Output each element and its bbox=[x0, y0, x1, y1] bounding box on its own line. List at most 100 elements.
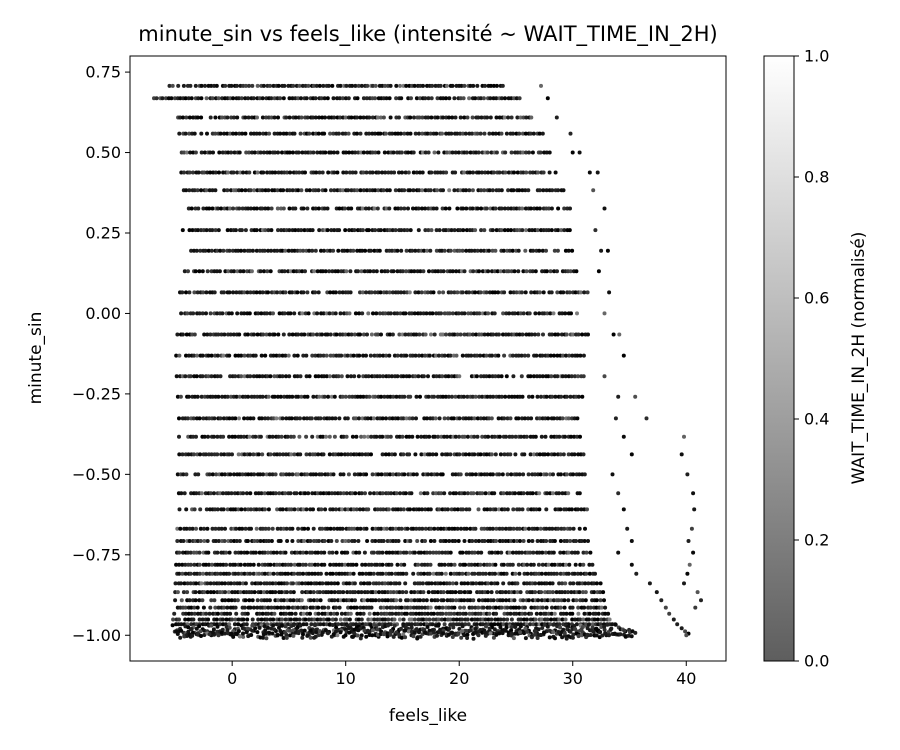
scatter-point bbox=[682, 581, 686, 586]
scatter-point bbox=[570, 353, 575, 358]
scatter-point bbox=[602, 374, 607, 379]
scatter-point bbox=[428, 507, 433, 512]
scatter-point bbox=[218, 571, 223, 576]
scatter-point bbox=[266, 605, 271, 610]
scatter-point bbox=[409, 617, 414, 622]
scatter-point bbox=[458, 131, 463, 136]
scatter-point bbox=[391, 269, 396, 274]
scatter-point bbox=[502, 611, 507, 616]
scatter-point bbox=[381, 353, 386, 358]
scatter-point bbox=[422, 491, 427, 496]
y-tick-label: 0.50 bbox=[85, 143, 121, 162]
scatter-point bbox=[246, 96, 251, 101]
scatter-point bbox=[517, 605, 521, 610]
scatter-point bbox=[353, 170, 358, 175]
scatter-point bbox=[427, 353, 432, 358]
scatter-point bbox=[422, 562, 427, 567]
scatter-point bbox=[367, 188, 372, 193]
scatter-point bbox=[493, 290, 498, 295]
scatter-point bbox=[411, 188, 416, 193]
scatter-point bbox=[517, 131, 522, 136]
scatter-point bbox=[489, 617, 494, 622]
scatter-point bbox=[388, 83, 393, 88]
scatter-point bbox=[366, 228, 371, 233]
scatter-point bbox=[180, 332, 185, 337]
scatter-point bbox=[429, 96, 434, 101]
scatter-point bbox=[414, 394, 419, 399]
scatter-point bbox=[401, 374, 406, 379]
scatter-point bbox=[234, 394, 239, 399]
scatter-point bbox=[280, 374, 285, 379]
scatter-point bbox=[486, 311, 491, 316]
scatter-point bbox=[232, 491, 237, 496]
scatter-point bbox=[304, 507, 309, 512]
scatter-point bbox=[443, 571, 448, 576]
scatter-point bbox=[526, 472, 531, 477]
scatter-point bbox=[445, 507, 450, 512]
scatter-point bbox=[442, 562, 447, 567]
scatter-point bbox=[572, 452, 577, 457]
scatter-point bbox=[573, 550, 577, 555]
scatter-point bbox=[296, 631, 301, 636]
scatter-point bbox=[311, 394, 316, 399]
scatter-point bbox=[351, 248, 356, 253]
scatter-point bbox=[381, 188, 386, 193]
scatter-point bbox=[434, 374, 439, 379]
scatter-point bbox=[286, 248, 291, 253]
scatter-point bbox=[265, 617, 269, 622]
scatter-point bbox=[401, 617, 406, 622]
scatter-point bbox=[524, 170, 529, 175]
scatter-point bbox=[447, 188, 452, 193]
scatter-point bbox=[440, 472, 445, 477]
scatter-point bbox=[685, 472, 690, 477]
scatter-point bbox=[462, 539, 467, 543]
scatter-point bbox=[370, 170, 375, 175]
scatter-point bbox=[561, 290, 566, 295]
scatter-point bbox=[530, 598, 535, 603]
scatter-point bbox=[544, 581, 549, 586]
scatter-point bbox=[452, 611, 457, 616]
scatter-point bbox=[434, 353, 438, 358]
scatter-point bbox=[357, 416, 361, 421]
scatter-point bbox=[343, 228, 348, 233]
scatter-point bbox=[549, 617, 553, 622]
scatter-point bbox=[509, 617, 514, 622]
scatter-point bbox=[336, 598, 340, 603]
scatter-point bbox=[301, 611, 306, 616]
scatter-point bbox=[318, 491, 323, 496]
y-tick-label: −0.75 bbox=[72, 545, 121, 564]
scatter-point bbox=[387, 96, 392, 101]
scatter-point bbox=[325, 472, 330, 477]
scatter-point bbox=[223, 581, 227, 586]
scatter-point bbox=[232, 598, 237, 603]
scatter-point bbox=[473, 626, 478, 631]
scatter-point bbox=[239, 374, 244, 379]
scatter-point bbox=[579, 539, 584, 543]
scatter-point bbox=[308, 611, 312, 616]
scatter-point bbox=[394, 394, 399, 399]
scatter-point bbox=[521, 491, 526, 496]
scatter-point bbox=[603, 631, 608, 636]
scatter-point bbox=[255, 598, 260, 603]
scatter-point bbox=[426, 115, 431, 120]
scatter-point bbox=[539, 590, 544, 595]
scatter-point bbox=[422, 452, 427, 457]
scatter-point bbox=[528, 206, 533, 211]
scatter-point bbox=[350, 394, 355, 399]
scatter-point bbox=[265, 170, 270, 175]
scatter-point bbox=[370, 526, 375, 531]
scatter-point bbox=[598, 630, 603, 634]
scatter-point bbox=[273, 590, 278, 595]
scatter-point bbox=[190, 228, 195, 233]
scatter-point bbox=[412, 269, 417, 274]
scatter-point bbox=[241, 170, 246, 175]
scatter-point bbox=[381, 374, 386, 379]
scatter-point bbox=[353, 590, 358, 595]
scatter-point bbox=[426, 150, 431, 155]
x-tick-label: 20 bbox=[449, 669, 469, 688]
scatter-point bbox=[351, 550, 356, 555]
scatter-point bbox=[501, 248, 506, 253]
scatter-point bbox=[398, 491, 403, 496]
scatter-point bbox=[228, 472, 233, 477]
scatter-point bbox=[555, 248, 560, 253]
